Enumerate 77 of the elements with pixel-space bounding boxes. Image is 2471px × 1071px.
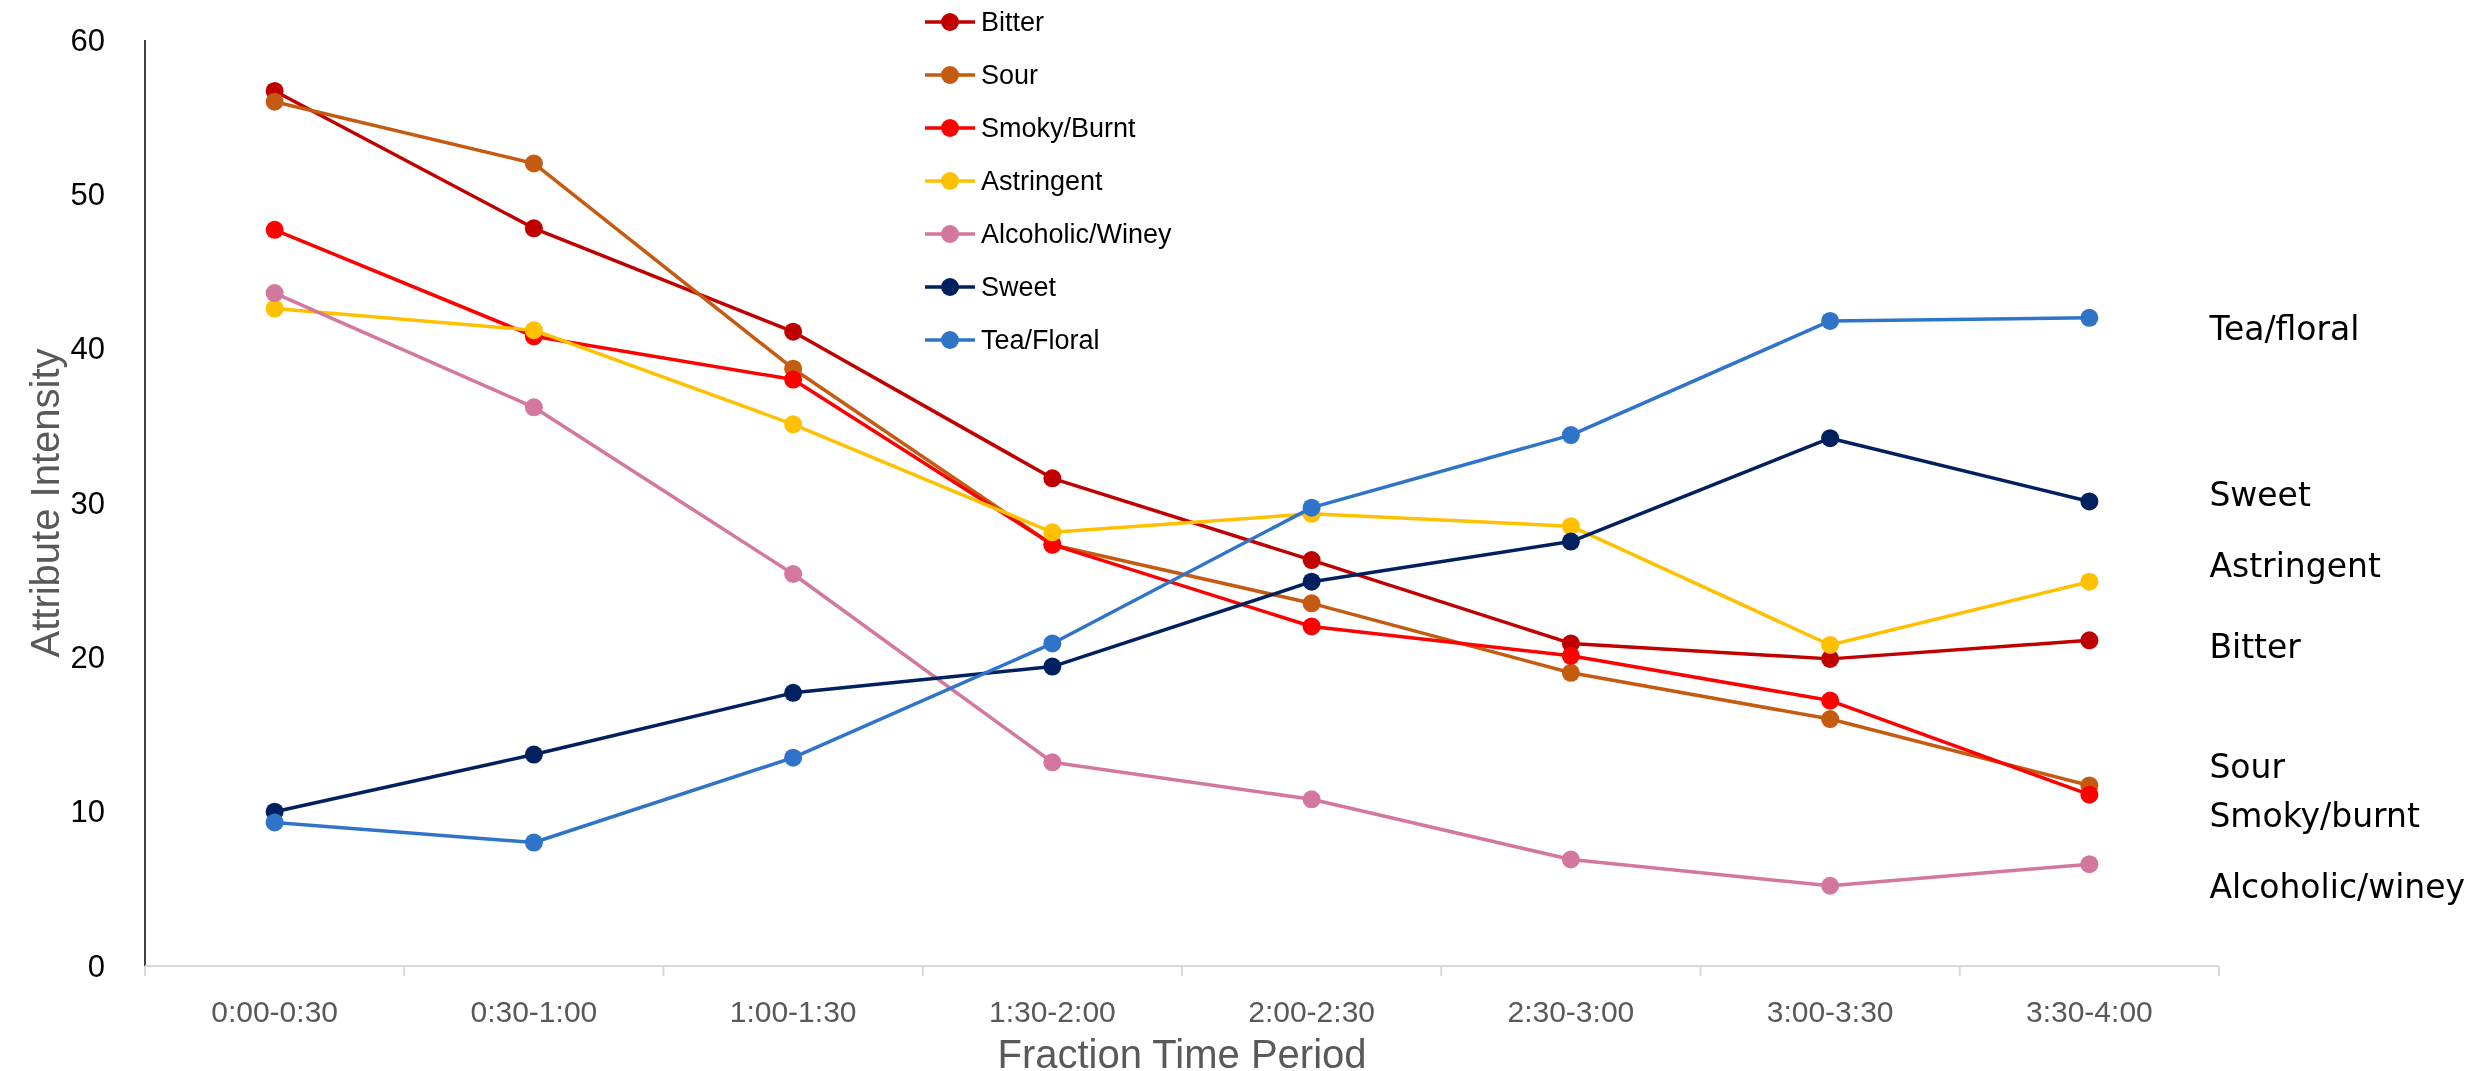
point <box>2080 631 2099 650</box>
point <box>1821 710 1840 729</box>
y-tick-label: 30 <box>70 485 105 521</box>
point <box>265 220 284 239</box>
point <box>784 564 803 583</box>
point <box>784 322 803 341</box>
point <box>1821 876 1840 895</box>
legend-label: Smoky/Burnt <box>981 113 1137 143</box>
point <box>1043 753 1062 772</box>
x-tick-label: 3:00-3:30 <box>1766 994 1894 1028</box>
point <box>265 299 284 318</box>
x-tick-label: 0:30-1:00 <box>470 994 598 1028</box>
point <box>1043 657 1062 676</box>
point <box>1821 311 1840 330</box>
x-tick-label: 3:30-4:00 <box>2025 994 2153 1028</box>
point <box>1043 523 1062 542</box>
point <box>1302 498 1321 517</box>
point <box>1302 572 1321 591</box>
point <box>524 745 543 764</box>
point <box>1043 469 1062 488</box>
x-tick-label: 1:00-1:30 <box>729 994 857 1028</box>
annotation: Tea/floral <box>2208 308 2360 348</box>
y-axis-title: Attribute Intensity <box>23 348 67 658</box>
point <box>2080 855 2099 874</box>
legend-label: Bitter <box>981 7 1045 37</box>
annotation: Smoky/burnt <box>2209 795 2420 835</box>
point <box>265 284 284 303</box>
x-tick-label: 2:00-2:30 <box>1248 994 1376 1028</box>
point <box>1821 635 1840 654</box>
annotation: Bitter <box>2209 626 2302 666</box>
point <box>1302 617 1321 636</box>
y-tick-label: 10 <box>70 794 105 830</box>
point <box>1821 691 1840 710</box>
point <box>524 321 543 340</box>
annotation: Sweet <box>2209 474 2311 514</box>
point <box>524 398 543 417</box>
x-tick-label: 1:30-2:00 <box>988 994 1116 1028</box>
point <box>265 92 284 111</box>
point <box>265 813 284 832</box>
point <box>784 748 803 767</box>
point <box>2080 785 2099 804</box>
point <box>1302 790 1321 809</box>
point <box>2080 492 2099 511</box>
legend-label: Tea/Floral <box>981 325 1100 355</box>
y-tick-label: 0 <box>87 948 105 984</box>
legend-label: Sweet <box>981 272 1057 302</box>
point <box>1043 634 1062 653</box>
annotation: Sour <box>2209 746 2286 786</box>
point <box>784 370 803 389</box>
annotation: Astringent <box>2209 545 2381 585</box>
legend-label: Sour <box>981 60 1039 90</box>
x-tick-label: 0:00-0:30 <box>211 994 339 1028</box>
point <box>1561 663 1580 682</box>
point <box>1561 426 1580 445</box>
point <box>784 683 803 702</box>
point <box>1302 551 1321 570</box>
point <box>1561 532 1580 551</box>
point <box>524 219 543 238</box>
point <box>524 833 543 852</box>
point <box>1561 850 1580 869</box>
point <box>524 154 543 173</box>
y-tick-label: 40 <box>70 331 105 367</box>
point <box>1302 594 1321 613</box>
point <box>1821 429 1840 448</box>
x-tick-label: 2:30-3:00 <box>1507 994 1635 1028</box>
point <box>784 415 803 434</box>
legend-label: Astringent <box>981 166 1104 196</box>
y-tick-label: 60 <box>70 22 105 58</box>
point <box>2080 308 2099 327</box>
x-axis-title: Fraction Time Period <box>997 1032 1367 1071</box>
point <box>1561 517 1580 536</box>
point <box>2080 572 2099 591</box>
point <box>1561 646 1580 665</box>
y-tick-label: 20 <box>70 639 105 675</box>
y-tick-label: 50 <box>70 176 105 212</box>
annotation: Alcoholic/winey <box>2209 866 2466 906</box>
legend-label: Alcoholic/Winey <box>981 219 1173 249</box>
